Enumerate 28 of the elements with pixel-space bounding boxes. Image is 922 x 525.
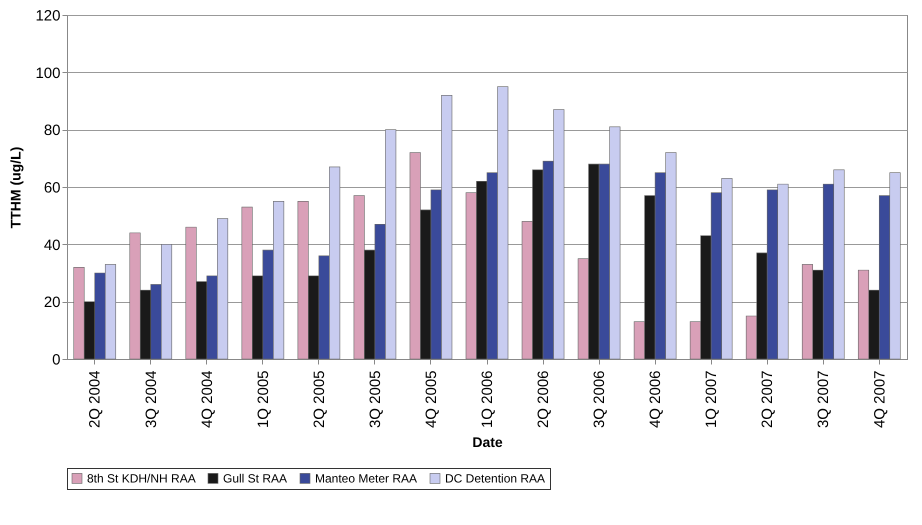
x-tick-label: 2Q 2007: [759, 370, 776, 428]
x-tick-label: 4Q 2007: [871, 370, 888, 428]
x-axis-title: Date: [472, 434, 503, 450]
legend-label: DC Detention RAA: [445, 471, 546, 486]
x-tick-label: 2Q 2005: [310, 370, 328, 428]
y-tick-label: 20: [44, 294, 60, 312]
legend-label: 8th St KDH/NH RAA: [87, 471, 196, 486]
x-tick-label: 4Q 2005: [422, 370, 440, 428]
legend-label: Gull St RAA: [223, 471, 288, 486]
legend-label: Manteo Meter RAA: [315, 471, 418, 486]
y-tick-label: 0: [52, 352, 60, 368]
x-tick-label: 1Q 2007: [703, 370, 720, 428]
x-tick-label: 4Q 2006: [647, 370, 664, 428]
x-tick-label: 3Q 2007: [815, 370, 832, 428]
x-tick-label: 1Q 2005: [254, 370, 272, 428]
y-tick-label: 100: [35, 64, 60, 82]
x-tick-label: 3Q 2004: [142, 370, 160, 428]
x-tick-label: 3Q 2005: [366, 370, 384, 428]
x-tick-label: 2Q 2006: [535, 370, 552, 428]
y-axis-title: TTHM (ug/L): [7, 146, 24, 228]
y-tick-label: 60: [44, 180, 60, 196]
x-tick-label: 4Q 2004: [198, 370, 216, 428]
x-tick-label: 1Q 2006: [479, 370, 496, 428]
y-tick-label: 80: [44, 122, 60, 140]
x-tick-label: 3Q 2006: [591, 370, 608, 428]
x-tick-label: 2Q 2004: [86, 370, 104, 428]
y-tick-label: 40: [44, 236, 60, 254]
y-tick-label: 120: [35, 8, 60, 24]
